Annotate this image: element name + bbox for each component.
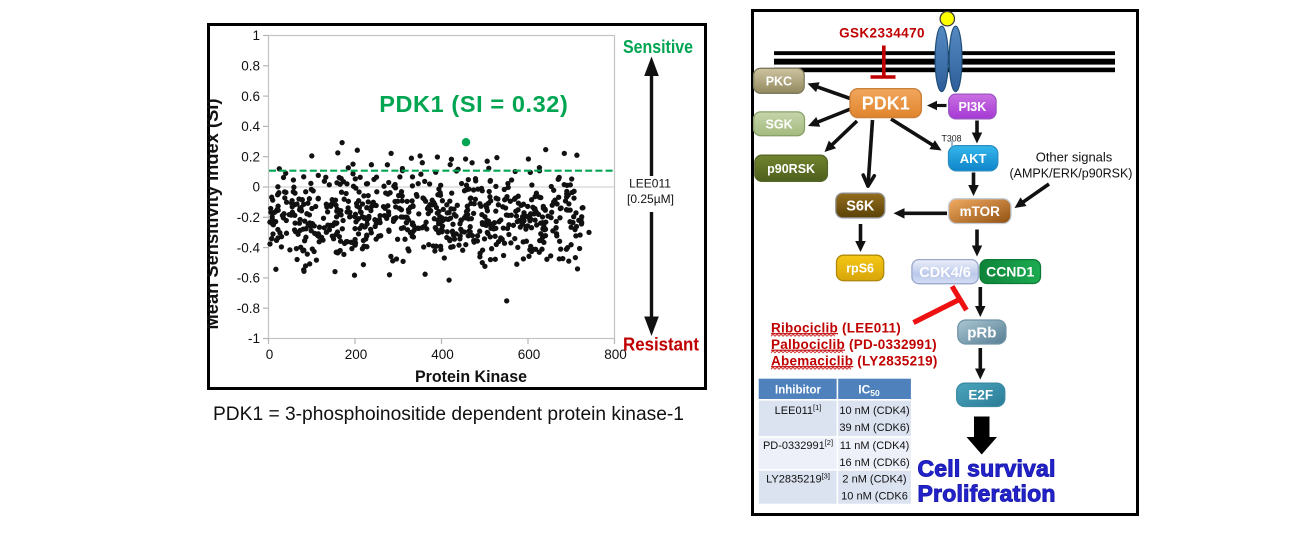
- svg-text:PDK1: PDK1: [862, 94, 910, 114]
- svg-text:0.4: 0.4: [241, 119, 260, 134]
- svg-text:LEE011: LEE011: [629, 177, 671, 191]
- svg-text:CDK4/6: CDK4/6: [919, 265, 971, 281]
- svg-text:10 nM (CDK4): 10 nM (CDK4): [839, 405, 909, 417]
- svg-text:16 nM (CDK6): 16 nM (CDK6): [839, 457, 909, 469]
- svg-text:PDK1 (SI = 0.32): PDK1 (SI = 0.32): [379, 91, 568, 117]
- svg-text:-1: -1: [248, 331, 260, 346]
- svg-text:rpS6: rpS6: [846, 261, 874, 275]
- svg-text:0.6: 0.6: [241, 89, 260, 104]
- svg-text:800: 800: [604, 347, 627, 362]
- svg-text:Palbociclib (PD-0332991): Palbociclib (PD-0332991): [771, 337, 937, 352]
- svg-text:10 nM (CDK6: 10 nM (CDK6: [841, 491, 908, 503]
- svg-text:Ribociclib (LEE011): Ribociclib (LEE011): [771, 321, 901, 336]
- svg-text:T308: T308: [942, 134, 962, 144]
- svg-text:PI3K: PI3K: [959, 100, 987, 114]
- svg-text:Cell survival: Cell survival: [918, 456, 1056, 482]
- svg-text:S6K: S6K: [846, 199, 875, 215]
- svg-text:-0.8: -0.8: [237, 301, 260, 316]
- svg-text:0.8: 0.8: [241, 59, 260, 74]
- svg-text:AKT: AKT: [960, 151, 987, 166]
- svg-text:PD-0332991[2]: PD-0332991[2]: [763, 438, 833, 452]
- svg-text:E2F: E2F: [968, 388, 993, 403]
- svg-text:GSK2334470: GSK2334470: [839, 26, 925, 41]
- svg-text:39 nM (CDK6): 39 nM (CDK6): [839, 422, 909, 434]
- svg-text:[0.25µM]: [0.25µM]: [627, 192, 674, 206]
- svg-text:Sensitive: Sensitive: [623, 37, 693, 57]
- svg-text:LY2835219[3]: LY2835219[3]: [766, 472, 830, 486]
- svg-text:600: 600: [518, 347, 541, 362]
- svg-text:-0.4: -0.4: [237, 240, 261, 255]
- svg-text:Proliferation: Proliferation: [918, 481, 1056, 507]
- svg-text:2 nM (CDK4): 2 nM (CDK4): [842, 474, 906, 486]
- svg-text:Abemaciclib (LY2835219): Abemaciclib (LY2835219): [771, 354, 938, 369]
- svg-text:(AMPK/ERK/p90RSK): (AMPK/ERK/p90RSK): [1010, 167, 1133, 181]
- svg-text:PKC: PKC: [766, 74, 792, 88]
- svg-text:mTOR: mTOR: [960, 204, 1001, 219]
- svg-text:p90RSK: p90RSK: [767, 162, 815, 176]
- svg-text:SGK: SGK: [766, 117, 793, 131]
- svg-text:-0.2: -0.2: [237, 210, 260, 225]
- svg-text:Other signals: Other signals: [1036, 150, 1113, 165]
- svg-text:11 nM (CDK4): 11 nM (CDK4): [840, 440, 909, 452]
- svg-text:CCND1: CCND1: [986, 264, 1034, 280]
- svg-text:pRb: pRb: [967, 324, 996, 341]
- svg-text:0: 0: [252, 180, 260, 195]
- svg-text:Resistant: Resistant: [623, 335, 699, 355]
- svg-text:Protein Kinase: Protein Kinase: [415, 368, 527, 386]
- svg-text:Inhibitor: Inhibitor: [775, 385, 822, 397]
- svg-text:400: 400: [431, 347, 454, 362]
- svg-text:0: 0: [266, 347, 274, 362]
- svg-text:LEE011[1]: LEE011[1]: [775, 403, 822, 417]
- svg-text:1: 1: [252, 28, 260, 43]
- svg-text:-0.6: -0.6: [237, 271, 260, 286]
- svg-text:Mean Sensitivity Index (SI): Mean Sensitivity Index (SI): [207, 99, 222, 330]
- svg-text:200: 200: [345, 347, 368, 362]
- svg-text:0.2: 0.2: [241, 149, 260, 164]
